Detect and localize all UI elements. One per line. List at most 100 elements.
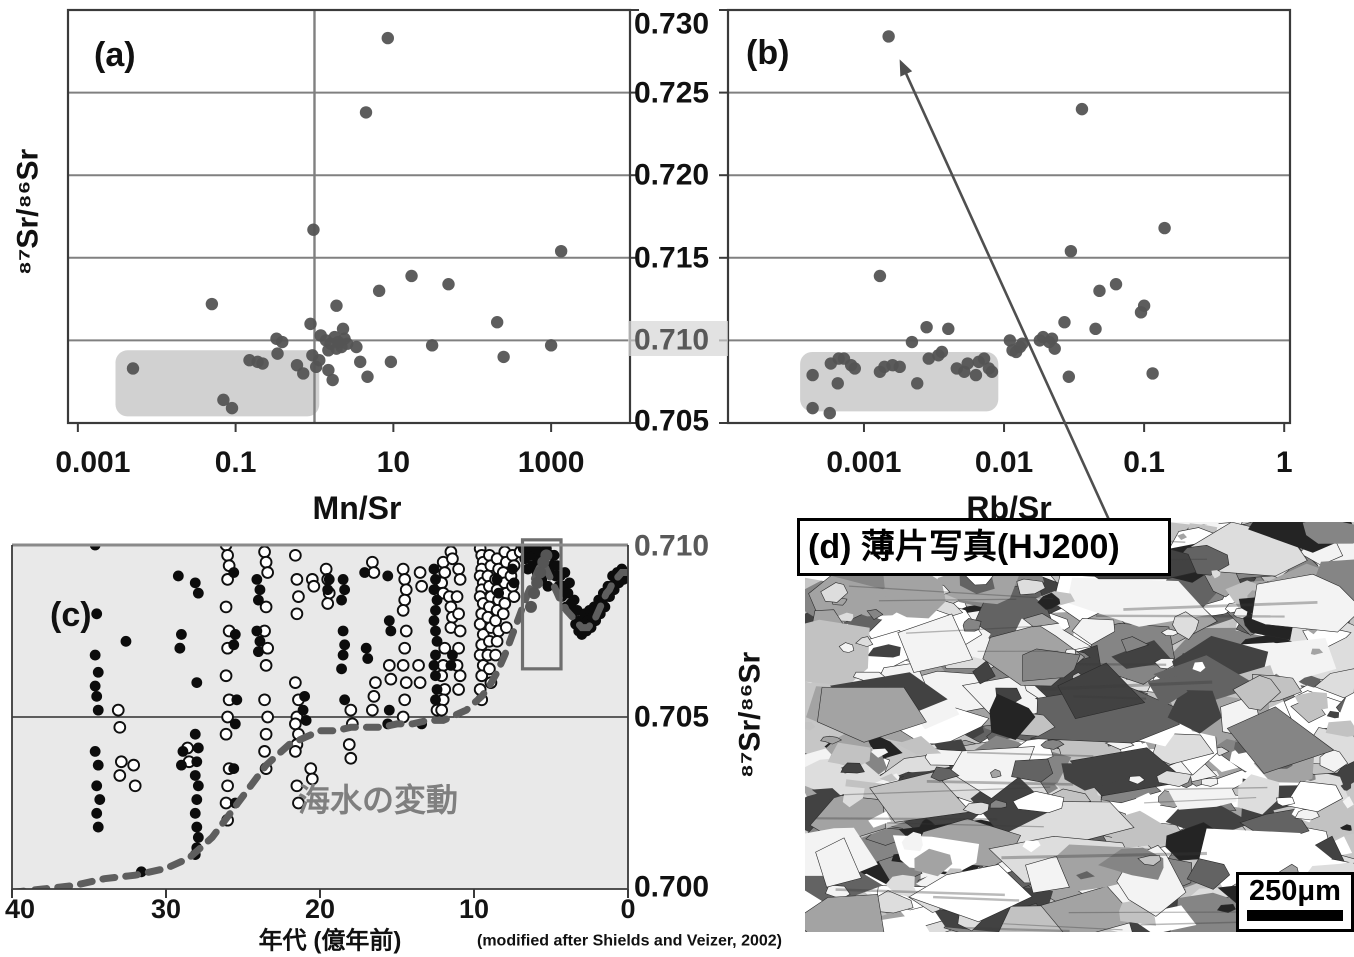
filled-point	[430, 649, 441, 661]
data-point	[1062, 370, 1076, 383]
open-point	[219, 600, 233, 614]
data-point	[1146, 367, 1159, 380]
filled-point	[336, 663, 347, 675]
data-point	[350, 340, 363, 354]
data-point	[831, 377, 844, 390]
open-point	[453, 624, 467, 638]
filled-point	[299, 690, 310, 702]
filled-point	[89, 680, 101, 692]
data-point	[361, 370, 374, 383]
open-point	[219, 669, 233, 683]
data-point	[425, 339, 439, 352]
data-point	[297, 367, 310, 380]
filled-point	[508, 577, 520, 589]
filled-point	[568, 594, 580, 606]
open-point	[259, 659, 273, 672]
data-point	[256, 357, 269, 370]
c-y-label-0700: 0.700	[634, 871, 709, 904]
open-point	[438, 566, 452, 579]
open-point	[450, 590, 464, 603]
filled-point	[91, 780, 103, 792]
filled-point	[431, 635, 443, 647]
panel-c-data-layer	[12, 545, 628, 889]
data-point	[1093, 284, 1106, 298]
filled-point	[564, 577, 575, 589]
data-point	[985, 365, 999, 378]
data-point	[848, 362, 861, 375]
filled-point	[91, 690, 103, 702]
open-point	[453, 669, 467, 683]
filled-point	[507, 563, 518, 575]
x-tick-label: 0.001	[826, 446, 901, 479]
data-point	[276, 335, 289, 349]
y-710-highlight-band	[628, 321, 728, 356]
open-point	[111, 703, 125, 717]
panel-a-letter: (a)	[94, 36, 136, 74]
open-point	[289, 745, 302, 758]
open-point	[305, 772, 319, 786]
filled-point	[322, 584, 334, 596]
open-point	[290, 607, 304, 621]
data-point	[1016, 337, 1029, 350]
filled-point	[542, 580, 554, 592]
data-point	[922, 352, 935, 365]
data-point	[969, 368, 983, 382]
filled-point	[174, 642, 186, 654]
open-point	[398, 641, 412, 655]
data-point	[307, 223, 320, 236]
filled-point	[254, 635, 266, 647]
filled-point	[192, 742, 204, 754]
open-point	[396, 562, 410, 576]
x-tick-label: 0.01	[975, 446, 1033, 479]
data-point	[126, 362, 140, 375]
open-point	[261, 710, 274, 724]
filled-point	[251, 574, 263, 585]
data-point	[330, 299, 343, 312]
filled-point	[430, 694, 441, 706]
filled-point	[92, 821, 104, 833]
filled-point	[189, 770, 201, 781]
filled-point	[323, 574, 335, 585]
data-point	[225, 401, 239, 415]
sample-point	[524, 600, 537, 613]
filled-point	[254, 584, 266, 596]
x-tick-label: 0	[620, 894, 635, 924]
data-point	[313, 354, 326, 367]
open-point	[483, 662, 496, 676]
data-point	[1089, 322, 1102, 336]
filled-point	[91, 807, 103, 819]
data-point	[823, 406, 836, 420]
open-point	[259, 727, 273, 741]
open-point	[290, 779, 304, 793]
data-point	[1158, 221, 1171, 235]
open-point	[304, 762, 318, 775]
open-point	[413, 566, 427, 579]
data-point	[322, 363, 335, 377]
c-y-label-0705: 0.705	[634, 701, 709, 734]
x-tick-label: 1	[1276, 446, 1293, 479]
filled-point	[383, 615, 395, 627]
filled-point	[191, 821, 203, 833]
filled-point	[562, 587, 574, 599]
open-point	[366, 555, 379, 569]
filled-point	[359, 567, 371, 578]
data-point	[384, 355, 398, 369]
panel-b-plot: 0.001 0.01 0.1 1	[719, 8, 1293, 479]
open-point	[452, 607, 465, 621]
panel-d-title: (d) 薄片写真(HJ200)	[808, 528, 1120, 566]
open-point	[452, 683, 465, 696]
open-point	[490, 634, 504, 648]
filled-point	[430, 574, 441, 585]
data-point	[1058, 316, 1071, 329]
open-point	[396, 604, 410, 617]
filled-point	[428, 660, 440, 671]
seawater-curve-label: 海水の変動	[298, 782, 458, 818]
data-point	[882, 30, 895, 43]
panel-b-letter: (b)	[746, 34, 789, 72]
filled-point	[92, 704, 104, 716]
open-point	[384, 672, 398, 686]
filled-point	[189, 728, 201, 740]
sample-point	[540, 549, 553, 562]
filled-point	[92, 666, 104, 678]
